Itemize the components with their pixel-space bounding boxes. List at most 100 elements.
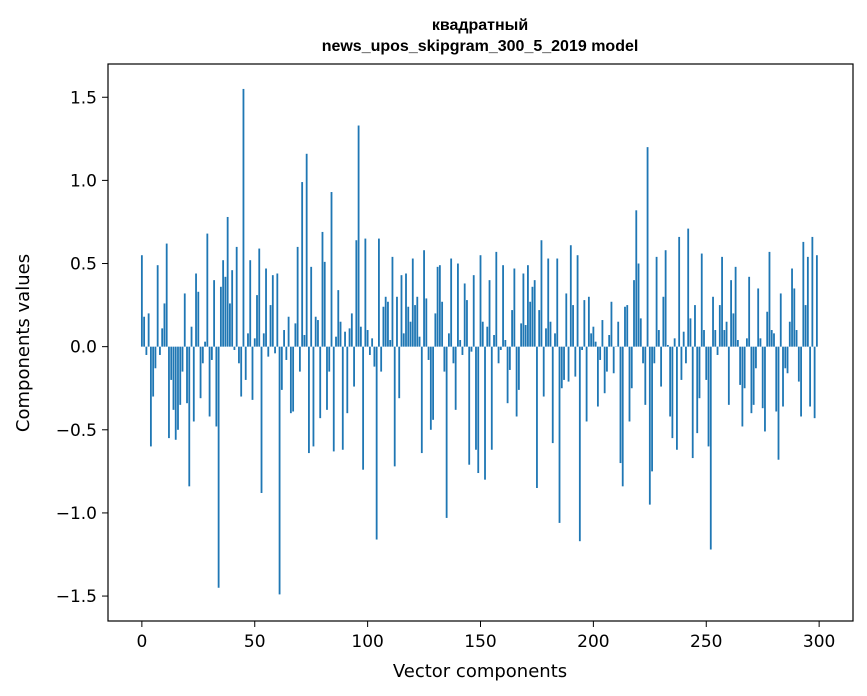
- bar-219: [635, 210, 638, 347]
- bar-158: [497, 346, 500, 364]
- bar-215: [626, 305, 629, 347]
- bar-232: [664, 250, 667, 347]
- bar-271: [752, 346, 755, 405]
- bar-229: [657, 330, 660, 347]
- bar-188: [565, 293, 568, 347]
- bar-299: [815, 255, 818, 347]
- bar-284: [782, 346, 784, 407]
- bar-239: [680, 346, 683, 380]
- bar-108: [384, 296, 387, 347]
- x-tick-label: 50: [244, 632, 266, 652]
- bar-92: [348, 328, 351, 347]
- bar-149: [477, 346, 480, 474]
- bar-176: [538, 310, 541, 347]
- bar-221: [639, 318, 642, 347]
- bar-115: [400, 275, 403, 347]
- bar-69: [296, 246, 299, 347]
- bar-57: [269, 305, 272, 347]
- bar-244: [691, 346, 694, 459]
- bar-126: [425, 298, 428, 347]
- chart-title-line-1: квадратный: [432, 17, 528, 34]
- x-tick-label: 250: [690, 632, 722, 652]
- bar-70: [298, 346, 301, 372]
- bar-169: [522, 273, 525, 347]
- bar-42: [235, 246, 238, 347]
- bar-230: [660, 346, 663, 387]
- x-tick-label: 300: [803, 632, 835, 652]
- bar-165: [513, 268, 516, 347]
- bar-162: [506, 346, 509, 404]
- bar-74: [308, 346, 310, 454]
- bar-20: [186, 346, 188, 404]
- bar-202: [596, 346, 599, 407]
- bar-87: [337, 290, 340, 347]
- bar-225: [648, 346, 651, 505]
- bar-281: [775, 346, 778, 412]
- bar-15: [174, 346, 177, 440]
- bar-50: [253, 338, 256, 347]
- bar-33: [215, 346, 218, 427]
- bar-24: [195, 273, 197, 347]
- bar-287: [788, 321, 791, 347]
- bar-152: [484, 346, 486, 480]
- y-tick-label: 1.5: [70, 88, 97, 108]
- bar-199: [590, 333, 593, 347]
- x-axis-ticks: 0 50 100 150 200 250 300: [136, 621, 835, 652]
- bar-155: [490, 346, 493, 450]
- bar-61: [278, 346, 281, 595]
- x-tick-label: 100: [351, 632, 383, 652]
- bar-258: [723, 330, 726, 347]
- bar-99: [364, 238, 367, 347]
- bar-95: [355, 240, 358, 347]
- bar-249: [703, 330, 705, 347]
- bar-241: [685, 346, 687, 364]
- bar-35: [219, 286, 222, 347]
- bar-268: [745, 338, 748, 347]
- bar-49: [251, 346, 254, 400]
- bar-273: [757, 288, 760, 347]
- bar-173: [531, 286, 534, 347]
- bar-21: [188, 346, 191, 487]
- y-axis-label: Components values: [13, 254, 34, 432]
- bar-148: [475, 346, 477, 450]
- bar-161: [504, 340, 507, 347]
- bar-186: [560, 346, 563, 389]
- bar-111: [391, 256, 394, 347]
- bar-208: [610, 301, 613, 347]
- bar-234: [669, 346, 672, 417]
- bar-138: [452, 346, 455, 364]
- bar-243: [689, 318, 692, 347]
- bar-81: [323, 261, 326, 347]
- bar-132: [438, 265, 441, 347]
- bar-89: [341, 346, 344, 450]
- bar-124: [420, 346, 423, 454]
- bar-231: [662, 296, 665, 347]
- bar-195: [581, 346, 583, 350]
- bar-121: [414, 305, 416, 347]
- bar-80: [321, 231, 324, 347]
- bar-255: [716, 346, 719, 355]
- bar-282: [777, 346, 780, 460]
- bar-272: [755, 346, 757, 369]
- bar-227: [653, 346, 656, 364]
- bar-247: [698, 346, 701, 399]
- bar-112: [393, 346, 396, 467]
- bar-252: [709, 346, 712, 550]
- bar-156: [493, 335, 495, 347]
- bar-146: [470, 346, 473, 352]
- bar-263: [734, 266, 737, 347]
- bar-245: [694, 305, 696, 347]
- bar-102: [371, 338, 374, 347]
- x-axis-label: Vector components: [393, 661, 567, 682]
- bar-85: [332, 346, 335, 452]
- bar-79: [319, 346, 322, 419]
- bar-114: [398, 346, 401, 399]
- bar-131: [436, 266, 439, 347]
- bar-16: [177, 346, 179, 430]
- bar-254: [714, 330, 717, 347]
- bar-4: [149, 346, 152, 447]
- bar-127: [427, 346, 430, 360]
- bar-214: [624, 306, 626, 347]
- bar-53: [260, 346, 263, 493]
